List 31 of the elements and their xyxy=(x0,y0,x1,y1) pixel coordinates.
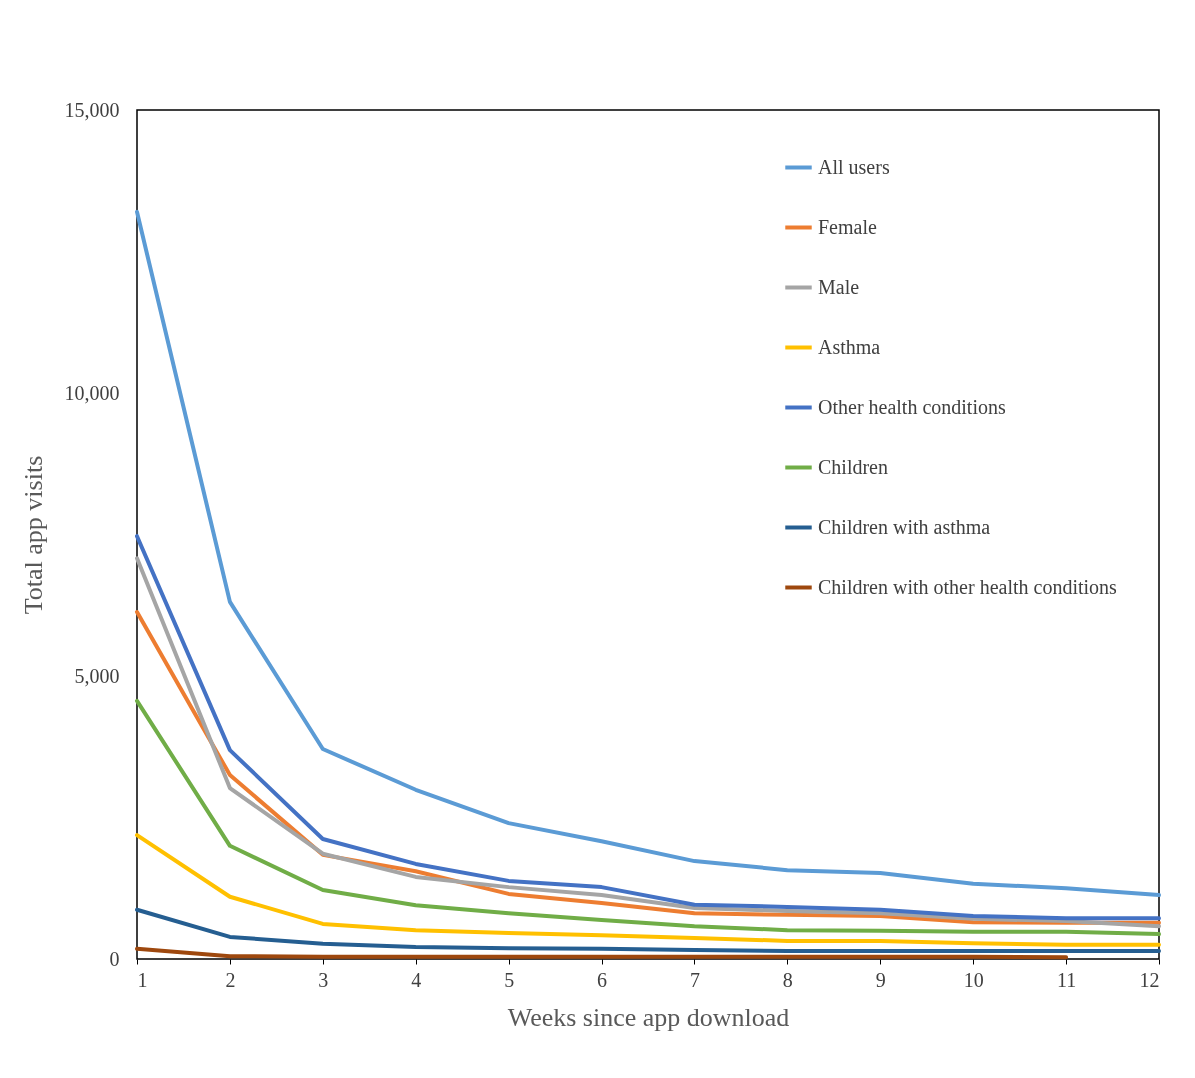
line-series xyxy=(135,907,1161,954)
line-series xyxy=(135,946,1069,960)
x-tick-label: 3 xyxy=(318,968,329,991)
x-tick-label: 12 xyxy=(1139,968,1160,991)
y-tick-label: 0 xyxy=(109,947,120,970)
x-tick-label: 6 xyxy=(597,968,608,991)
x-tick-label: 7 xyxy=(689,968,700,991)
x-tick-label: 11 xyxy=(1056,968,1077,991)
x-tick-label: 2 xyxy=(225,968,236,991)
y-tick-label: 15,000 xyxy=(64,98,120,121)
y-tick-label: 5,000 xyxy=(74,664,120,687)
x-tick-label: 1 xyxy=(137,968,148,991)
x-tick-label: 8 xyxy=(782,968,793,991)
line-series xyxy=(135,698,1161,937)
x-tick-label: 9 xyxy=(875,968,886,991)
x-tick-label: 5 xyxy=(504,968,515,991)
legend-label: Female xyxy=(818,215,877,238)
legend-label: Children with other health conditions xyxy=(818,575,1118,598)
legend-label: Other health conditions xyxy=(818,395,1006,418)
legend-label: Asthma xyxy=(818,335,881,358)
x-tick-label: 10 xyxy=(963,968,984,991)
legend-label: Male xyxy=(818,275,860,298)
line-series xyxy=(135,833,1161,947)
line-series xyxy=(135,209,1161,898)
x-tick-label: 4 xyxy=(411,968,422,991)
legend-label: All users xyxy=(818,155,890,178)
y-axis-title: Total app visits xyxy=(18,455,48,615)
legend-label: Children with asthma xyxy=(818,515,991,538)
y-tick-label: 10,000 xyxy=(64,381,120,404)
legend-label: Children xyxy=(818,455,888,478)
x-axis-title: Weeks since app download xyxy=(507,1002,790,1032)
